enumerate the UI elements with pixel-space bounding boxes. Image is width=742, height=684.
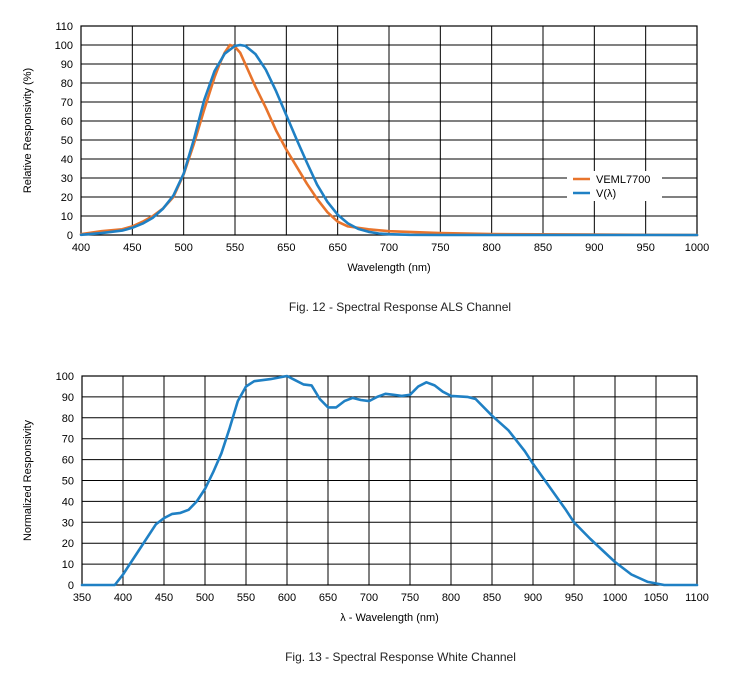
series-line-white [80,374,699,587]
y-tick-label: 50 [62,476,74,488]
x-axis-label: λ - Wavelength (nm) [340,612,439,624]
x-tick-label: 450 [155,592,173,604]
legend: VEML7700 V(λ) [567,171,662,201]
x-axis-label: Wavelength (nm) [347,262,430,274]
legend-entry: VEML7700 [596,174,650,186]
y-tick-label: 0 [68,580,74,592]
y-axis-label: Relative Responsivity (%) [22,68,34,193]
x-tick-label: 750 [401,592,419,604]
y-tick-label: 90 [62,392,74,404]
x-tick-label: 650 [277,242,295,254]
y-tick-label: 60 [61,116,73,128]
y-tick-label: 80 [61,78,73,90]
chart-1: 400 450 500 550 650 650 700 750 800 850 900 950 1000… [22,21,709,314]
y-tick-label: 30 [62,517,74,529]
x-tick-label: 450 [123,242,141,254]
x-tick-label: 600 [278,592,296,604]
y-tick-label: 10 [61,211,73,223]
chart-2: 350 400 450 500 550 600 650 700 750 800 850 900 950 1… [22,371,709,664]
y-tick-label: 110 [55,21,73,33]
y-tick-label: 40 [61,154,73,166]
x-tick-label: 1000 [603,592,627,604]
x-tick-label: 750 [431,242,449,254]
y-axis-label: Normalized Responsivity [22,419,34,541]
x-tick-label: 850 [483,592,501,604]
x-tick-label: 400 [72,242,90,254]
x-tick-label: 650 [319,592,337,604]
series-line-v [79,43,699,237]
y-tick-label: 50 [61,135,73,147]
x-tick-label: 350 [73,592,91,604]
y-tick-label: 10 [62,559,74,571]
plot-frame [81,375,698,586]
x-tick-label: 500 [174,242,192,254]
figure-caption: Fig. 13 - Spectral Response White Channe… [285,650,516,664]
x-tick-label: 1100 [685,592,709,604]
x-tick-label: 700 [360,592,378,604]
x-tick-label: 950 [565,592,583,604]
y-tick-label: 40 [62,496,74,508]
x-tick-label: 900 [585,242,603,254]
x-tick-label: 850 [534,242,552,254]
x-tick-label: 800 [442,592,460,604]
x-tick-label: 950 [636,242,654,254]
x-tick-label: 1000 [685,242,709,254]
x-tick-label: 650 [328,242,346,254]
x-tick-label: 550 [226,242,244,254]
y-tick-label: 20 [61,192,73,204]
x-tick-label: 900 [524,592,542,604]
y-tick-label: 80 [62,413,74,425]
x-tick-label: 800 [482,242,500,254]
x-tick-label: 550 [237,592,255,604]
y-tick-label: 0 [67,230,73,242]
y-tick-label: 100 [56,371,74,383]
x-tick-label: 1050 [644,592,668,604]
figure-caption: Fig. 12 - Spectral Response ALS Channel [289,300,511,314]
y-tick-label: 100 [55,40,73,52]
x-tick-label: 400 [114,592,132,604]
y-tick-label: 70 [62,434,74,446]
x-tick-label: 700 [380,242,398,254]
y-tick-label: 20 [62,538,74,550]
y-tick-label: 60 [62,455,74,467]
y-tick-label: 30 [61,173,73,185]
y-tick-label: 90 [61,59,73,71]
y-tick-label: 70 [61,97,73,109]
legend-box [567,171,662,201]
legend-entry: V(λ) [596,188,616,200]
x-tick-label: 500 [196,592,214,604]
